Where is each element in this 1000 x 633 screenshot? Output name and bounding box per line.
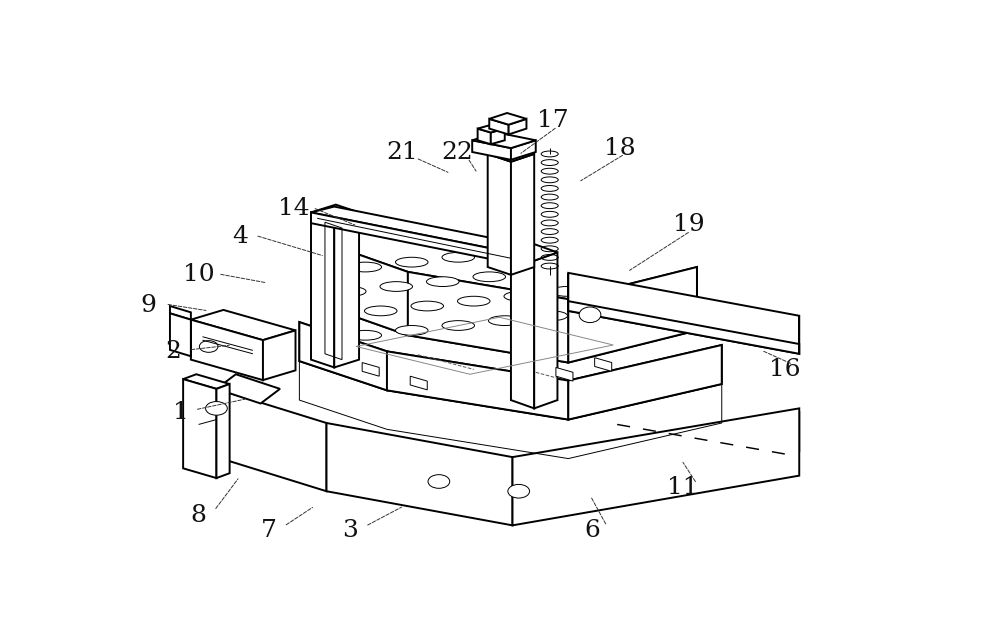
Ellipse shape <box>411 301 444 311</box>
Polygon shape <box>478 128 491 144</box>
Polygon shape <box>511 141 536 160</box>
Polygon shape <box>534 253 557 408</box>
Text: 8: 8 <box>191 504 207 527</box>
Polygon shape <box>511 154 534 275</box>
Polygon shape <box>170 313 191 356</box>
Polygon shape <box>478 125 505 132</box>
Ellipse shape <box>488 248 521 257</box>
Text: 19: 19 <box>673 213 705 236</box>
Polygon shape <box>325 242 697 363</box>
Ellipse shape <box>349 330 382 340</box>
Polygon shape <box>387 351 568 420</box>
Text: 2: 2 <box>165 340 181 363</box>
Polygon shape <box>311 204 359 220</box>
Polygon shape <box>472 132 536 148</box>
Polygon shape <box>568 345 722 420</box>
Ellipse shape <box>488 316 521 325</box>
Text: 14: 14 <box>278 197 310 220</box>
Polygon shape <box>472 141 511 160</box>
Ellipse shape <box>550 287 583 296</box>
Circle shape <box>508 484 530 498</box>
Text: 9: 9 <box>140 294 156 316</box>
Ellipse shape <box>457 296 490 306</box>
Polygon shape <box>326 423 512 525</box>
Ellipse shape <box>395 257 428 267</box>
Polygon shape <box>170 306 191 320</box>
Polygon shape <box>511 244 557 261</box>
Ellipse shape <box>333 287 366 296</box>
Text: 21: 21 <box>387 141 418 165</box>
Polygon shape <box>311 213 511 263</box>
Polygon shape <box>311 213 334 367</box>
Polygon shape <box>489 119 509 134</box>
Text: 11: 11 <box>667 476 699 499</box>
Polygon shape <box>362 363 379 376</box>
Polygon shape <box>299 322 387 391</box>
Polygon shape <box>595 358 612 372</box>
Polygon shape <box>568 301 799 354</box>
Polygon shape <box>509 119 526 134</box>
Ellipse shape <box>581 306 614 316</box>
Polygon shape <box>183 379 216 478</box>
Polygon shape <box>568 267 697 363</box>
Text: 22: 22 <box>441 141 473 165</box>
Polygon shape <box>491 128 505 144</box>
Text: 1: 1 <box>173 401 189 423</box>
Polygon shape <box>408 272 568 363</box>
Text: 10: 10 <box>183 263 214 286</box>
Ellipse shape <box>442 321 475 330</box>
Polygon shape <box>183 374 230 389</box>
Circle shape <box>428 475 450 488</box>
Polygon shape <box>489 113 526 125</box>
Ellipse shape <box>519 267 552 277</box>
Polygon shape <box>216 374 280 403</box>
Circle shape <box>199 341 218 353</box>
Polygon shape <box>512 408 799 525</box>
Polygon shape <box>263 330 296 380</box>
Text: 3: 3 <box>342 518 358 542</box>
Polygon shape <box>334 213 359 367</box>
Polygon shape <box>488 154 511 275</box>
Polygon shape <box>410 376 427 390</box>
Polygon shape <box>325 242 408 335</box>
Ellipse shape <box>426 277 459 287</box>
Text: 17: 17 <box>537 110 569 132</box>
Polygon shape <box>311 206 534 253</box>
Ellipse shape <box>504 291 537 301</box>
Text: 6: 6 <box>584 518 600 542</box>
Polygon shape <box>511 253 534 408</box>
Ellipse shape <box>364 306 397 316</box>
Ellipse shape <box>395 325 428 335</box>
Text: 7: 7 <box>260 518 276 542</box>
Circle shape <box>206 401 227 415</box>
Ellipse shape <box>442 253 475 262</box>
Text: 16: 16 <box>769 358 801 381</box>
Text: 4: 4 <box>232 225 248 248</box>
Polygon shape <box>216 384 230 478</box>
Ellipse shape <box>380 282 413 291</box>
Polygon shape <box>216 389 326 491</box>
Ellipse shape <box>579 307 601 323</box>
Ellipse shape <box>349 262 382 272</box>
Polygon shape <box>191 320 263 380</box>
Polygon shape <box>299 322 722 420</box>
Ellipse shape <box>535 311 568 321</box>
Polygon shape <box>568 273 799 354</box>
Polygon shape <box>216 389 799 501</box>
Ellipse shape <box>473 272 506 282</box>
Ellipse shape <box>318 311 351 321</box>
Polygon shape <box>488 146 534 162</box>
Polygon shape <box>191 310 296 340</box>
Text: 18: 18 <box>604 137 635 160</box>
Polygon shape <box>556 367 573 381</box>
